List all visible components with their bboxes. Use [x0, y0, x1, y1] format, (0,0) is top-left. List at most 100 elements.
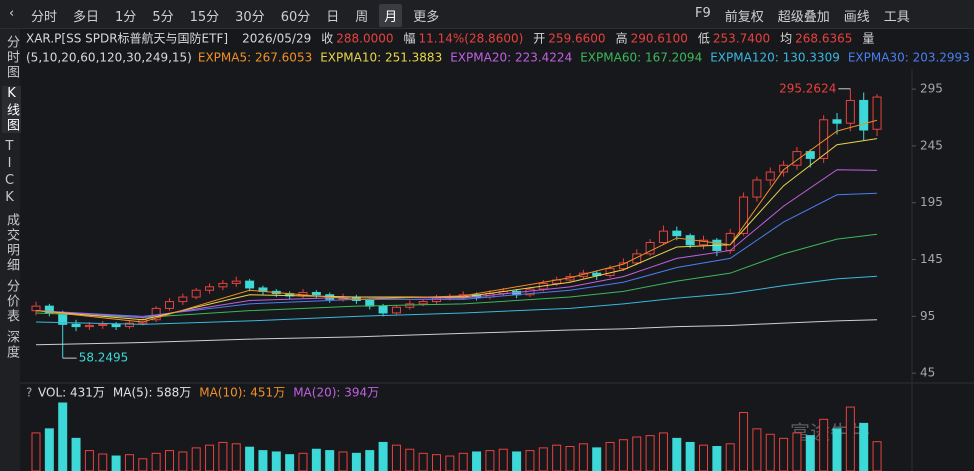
volume-bar	[685, 441, 695, 471]
candle-body	[165, 301, 174, 309]
candle-body	[311, 292, 321, 296]
y-tick-label: 145	[920, 252, 943, 266]
high-label: 295.2624	[779, 81, 836, 95]
tool-button[interactable]: 超级叠加	[777, 10, 830, 25]
expma-line	[35, 319, 878, 346]
field-label: 低	[698, 32, 710, 46]
volume-bar	[124, 454, 134, 471]
period-tab[interactable]: 5分	[152, 10, 174, 25]
symbol: XAR.P[SS SPDR标普航天与国防ETF]	[26, 31, 228, 46]
volume-bar	[365, 450, 375, 471]
candle-body	[672, 230, 682, 237]
period-tab[interactable]: 多日	[73, 10, 100, 25]
candle-body	[191, 289, 201, 298]
ma-params: (5,10,20,60,120,30,249,15)	[26, 51, 192, 65]
volume-bar	[218, 441, 228, 471]
y-tick-label: 195	[920, 195, 943, 209]
volume-bar	[725, 443, 735, 471]
volume-bar	[472, 451, 482, 471]
tool-button[interactable]: 画线	[843, 10, 870, 25]
tool-button[interactable]: 前复权	[724, 10, 764, 25]
volume-bar	[258, 450, 268, 471]
side-tab[interactable]: TICK	[2, 139, 17, 207]
y-tick-label: 45	[920, 366, 935, 380]
candle-body	[765, 171, 775, 181]
side-tab[interactable]: 分时图	[4, 35, 19, 80]
volume-bar	[338, 451, 348, 471]
volume-bar	[191, 447, 201, 471]
legend-item: EXPMA20: 223.4224	[450, 51, 572, 65]
candle-body	[178, 296, 188, 303]
period-tab[interactable]: 15分	[189, 10, 220, 25]
volume-bar	[605, 441, 615, 471]
tool-button[interactable]: 工具	[883, 10, 910, 25]
volume-bar	[351, 452, 361, 471]
candle-body	[792, 151, 802, 166]
volume-bar	[138, 458, 148, 471]
volume-bar	[658, 432, 668, 471]
volume-bar	[498, 448, 508, 471]
volume-bar	[485, 450, 495, 471]
period-tab[interactable]: 1分	[115, 10, 137, 25]
field-value: 290.6100	[631, 32, 688, 46]
volume-bar	[445, 455, 455, 471]
volume-bar	[872, 441, 882, 471]
volume-bar	[632, 436, 642, 471]
side-tab[interactable]: K线图	[2, 86, 21, 133]
candle-body	[832, 119, 842, 124]
legend-item: EXPMA60: 167.2094	[580, 51, 702, 65]
candle-body	[378, 305, 388, 314]
volume-bar	[832, 428, 842, 471]
nav-prev[interactable]: ‹	[9, 6, 15, 21]
volume-bar	[44, 428, 54, 471]
period-tab[interactable]: 周	[355, 10, 369, 25]
volume-bar	[58, 402, 68, 471]
field-value: 259.6600	[548, 32, 605, 46]
side-tab[interactable]: 成交明细	[4, 213, 19, 273]
volume-bar	[712, 446, 722, 471]
volume-bar	[618, 439, 628, 471]
volume-bar	[432, 454, 441, 471]
field-label: 收	[321, 32, 333, 46]
date: 2026/05/29	[242, 32, 311, 46]
side-tab[interactable]: 分价表	[4, 279, 19, 324]
tool-button[interactable]: F9	[695, 6, 711, 21]
period-tab[interactable]: 更多	[413, 10, 440, 25]
watermark: 富途牛牛	[790, 421, 870, 445]
candle-body	[365, 299, 375, 307]
period-tab[interactable]: 日	[326, 10, 340, 25]
help: ?	[26, 386, 32, 400]
field-label: 均	[780, 32, 792, 46]
candle-body	[872, 96, 882, 130]
volume-legend: MA(10): 451万	[199, 386, 285, 400]
volume-bar	[538, 447, 548, 471]
volume-bar	[845, 406, 855, 471]
period-tab[interactable]: 60分	[280, 10, 311, 25]
y-tick-label: 245	[920, 138, 943, 152]
volume-bar	[405, 448, 415, 471]
period-tab[interactable]: 分时	[31, 10, 58, 25]
side-tab[interactable]: 深度	[4, 330, 19, 360]
volume-bar	[739, 412, 749, 471]
candle-body	[845, 99, 855, 124]
volume-bar	[418, 452, 428, 471]
volume-bar	[552, 444, 562, 471]
field-value: 11.14%(28.8600)	[419, 32, 524, 46]
volume-bar	[71, 437, 81, 471]
chart: XAR.P[SS SPDR标普航天与国防ETF] (5,10,20,60,120…	[20, 31, 974, 471]
candle-body	[632, 253, 642, 264]
candle-body	[111, 323, 121, 328]
period-tab[interactable]: 月	[379, 4, 403, 27]
volume-bar	[311, 448, 321, 471]
volume-bar	[565, 446, 575, 471]
expma-line	[35, 138, 878, 321]
volume-bar	[205, 444, 215, 471]
volume-bar	[859, 422, 869, 471]
candle-body	[859, 99, 869, 131]
period-tab[interactable]: 30分	[235, 10, 265, 25]
candle-body	[699, 239, 708, 246]
volume-bar	[699, 444, 708, 471]
field-value: 253.7400	[713, 32, 770, 46]
volume-bar	[645, 435, 655, 471]
